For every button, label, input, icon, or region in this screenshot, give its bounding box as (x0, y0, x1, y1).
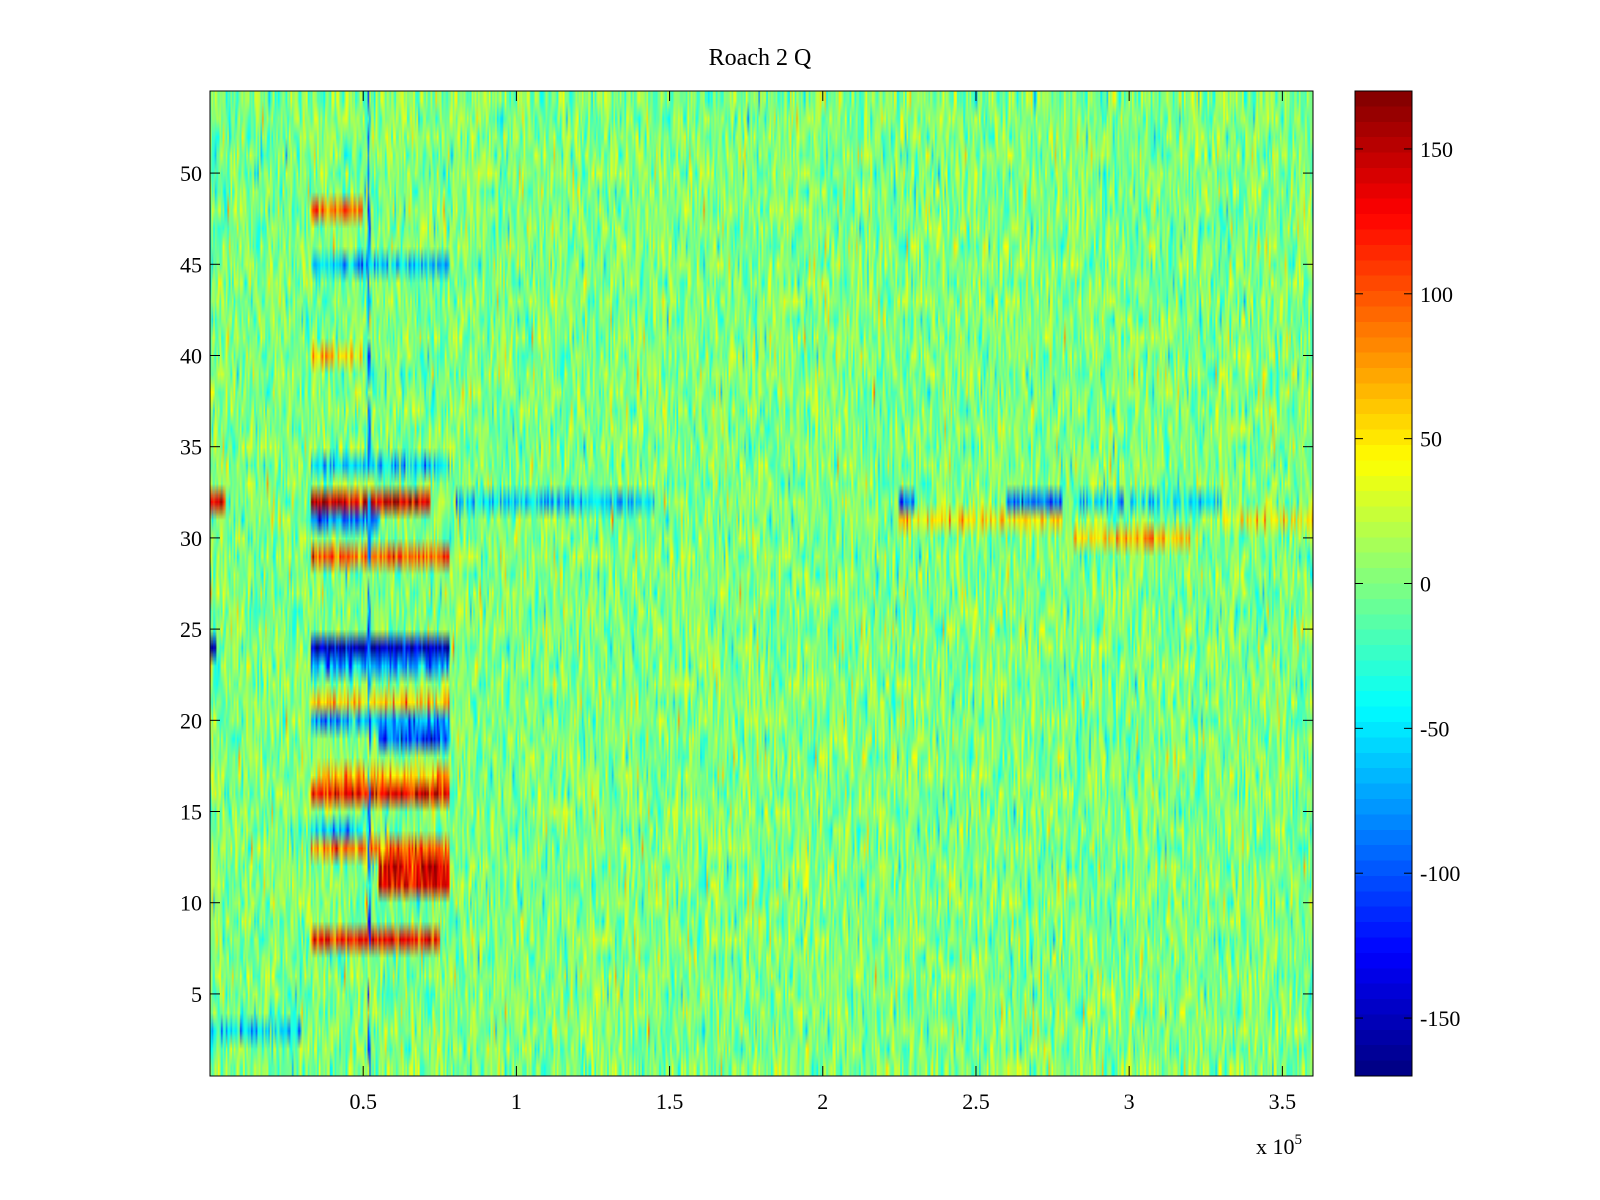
colorbar-tick-label: 150 (1420, 137, 1453, 162)
y-tick-label: 30 (180, 526, 202, 551)
y-tick-label: 15 (180, 800, 202, 825)
y-tick-label: 35 (180, 435, 202, 460)
x-multiplier: x 105 (1256, 1132, 1302, 1159)
x-axis-ticks: 0.5 1 1.5 2 2.5 3 3.5 (349, 91, 1296, 1114)
y-tick-label: 40 (180, 343, 202, 368)
y-axis-ticks: 5 10 15 20 25 30 35 40 45 50 (180, 161, 1313, 1007)
y-tick-label: 45 (180, 252, 202, 277)
y-tick-label: 10 (180, 891, 202, 916)
heatmap-image (210, 91, 1313, 1076)
colorbar: 150 100 50 0 -50 -100 -150 (1354, 90, 1460, 1077)
x-multiplier-exponent: 5 (1295, 1132, 1303, 1148)
x-tick-label: 3.5 (1269, 1089, 1297, 1114)
colorbar-tick-label: 0 (1420, 572, 1431, 597)
x-multiplier-base: x 10 (1256, 1134, 1295, 1159)
colorbar-image (1355, 91, 1412, 1076)
x-tick-label: 1 (511, 1089, 522, 1114)
y-tick-label: 50 (180, 161, 202, 186)
y-tick-label: 5 (191, 982, 202, 1007)
x-tick-label: 3 (1124, 1089, 1135, 1114)
y-tick-label: 20 (180, 708, 202, 733)
x-tick-label: 1.5 (656, 1089, 684, 1114)
chart-title: Roach 2 Q (709, 45, 812, 71)
colorbar-tick-label: -150 (1420, 1006, 1460, 1031)
colorbar-tick-label: -50 (1420, 716, 1449, 741)
axes-frame (209, 90, 1314, 1077)
colorbar-tick-label: 50 (1420, 427, 1442, 452)
x-tick-label: 2 (817, 1089, 828, 1114)
colorbar-tick-label: -100 (1420, 861, 1460, 886)
x-tick-label: 2.5 (962, 1089, 990, 1114)
x-tick-label: 0.5 (349, 1089, 377, 1114)
y-tick-label: 25 (180, 617, 202, 642)
colorbar-tick-label: 100 (1420, 282, 1453, 307)
heatmap (210, 91, 1313, 1076)
colorbar-ticks: 150 100 50 0 -50 -100 -150 (1355, 137, 1460, 1031)
